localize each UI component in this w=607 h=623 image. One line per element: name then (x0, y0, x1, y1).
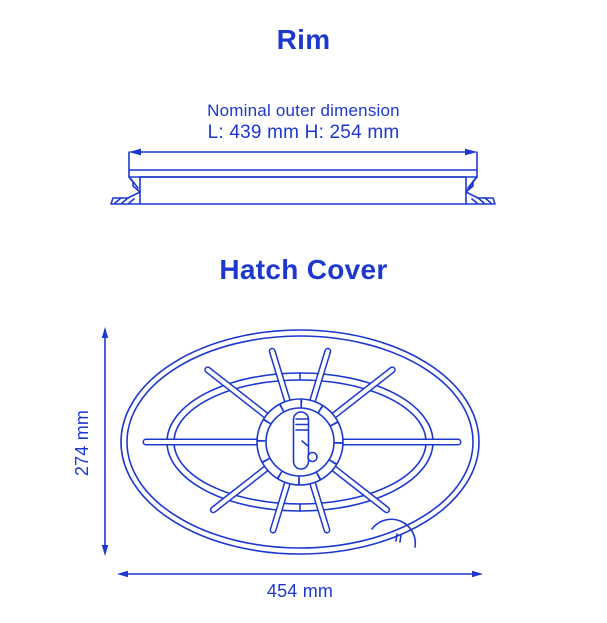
rim-right-foot (465, 191, 496, 205)
width-dim-arrow-left (117, 570, 128, 578)
rim-body (139, 176, 467, 205)
rim-left-foot (110, 191, 141, 205)
rim-title: Rim (276, 24, 331, 55)
hatch-outer-ellipse (120, 329, 480, 555)
rim-drawing (110, 148, 496, 205)
hatch-cover-drawing: 274 mm 454 mm (72, 327, 483, 601)
hatch-spokes (142, 347, 462, 534)
hatch-hinge-lug (371, 518, 417, 548)
rim-right-step (465, 176, 478, 193)
rim-note-line1: Nominal outer dimension (207, 101, 400, 120)
hatch-handle-knob (307, 451, 318, 463)
width-dim-arrow-right (472, 570, 483, 578)
rim-note-line2: L: 439 mm H: 254 mm (207, 122, 400, 143)
hatch-handle (292, 411, 318, 470)
rim-dimension-line (128, 148, 478, 171)
height-dimension-line (101, 327, 109, 556)
rim-dim-arrow-right (465, 148, 477, 156)
height-dim-arrow-top (101, 327, 109, 338)
rim-top-flange (128, 169, 478, 178)
rim-left-step (128, 176, 141, 193)
hatch-cover-title: Hatch Cover (219, 254, 388, 285)
width-dimension-line (117, 570, 483, 578)
rim-profile (110, 169, 496, 205)
height-dimension-label: 274 mm (72, 410, 92, 476)
height-dim-arrow-bottom (101, 545, 109, 556)
width-dimension-label: 454 mm (267, 581, 333, 601)
rim-dim-arrow-left (129, 148, 141, 156)
